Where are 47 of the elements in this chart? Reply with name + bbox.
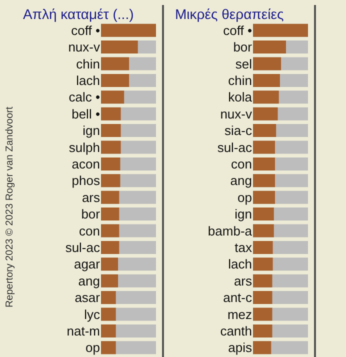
text: Repertory 2023 © 2023 Roger van Zandvoort bbox=[4, 106, 16, 308]
y-tick-label: ars bbox=[234, 273, 252, 288]
y-tick-label: lach bbox=[76, 73, 100, 88]
y-tick-label: bamb-a bbox=[208, 223, 253, 238]
y-tick-label: canth bbox=[220, 324, 252, 338]
y-tick-label: nux-v bbox=[220, 106, 252, 122]
y-tick-label: agar bbox=[74, 256, 101, 272]
y-tick-label: kola bbox=[228, 90, 253, 105]
y-tick-label: phos bbox=[72, 173, 100, 188]
y-tick-label: coff • bbox=[71, 22, 100, 38]
chart-title: Μικρές θεραπείες bbox=[175, 6, 284, 22]
y-tick-label: mez bbox=[227, 306, 252, 322]
y-tick-label: nux-v bbox=[68, 40, 100, 55]
y-tick-label: bor bbox=[233, 40, 253, 55]
y-tick-label: sel bbox=[235, 56, 252, 72]
y-tick-label: chin bbox=[228, 73, 252, 88]
y-tick-label: ang bbox=[78, 273, 100, 288]
bar bbox=[101, 258, 118, 271]
y-tick-label: op bbox=[238, 190, 252, 205]
y-tick-label: ars bbox=[82, 190, 100, 205]
y-tick-label: ang bbox=[230, 173, 252, 188]
y-tick-label: asar bbox=[74, 290, 101, 306]
y-tick-label: bor bbox=[81, 206, 101, 222]
y-tick-label: lach bbox=[228, 256, 252, 272]
y-tick-label: coff • bbox=[223, 22, 252, 38]
y-tick-label: bell • bbox=[72, 106, 100, 122]
bar bbox=[101, 308, 116, 321]
y-tick-label: con bbox=[231, 156, 252, 172]
y-tick-label: sul-ac bbox=[217, 140, 252, 155]
y-tick-label: nat-m bbox=[66, 324, 100, 338]
chart-title: Απλή καταμέτ (...) bbox=[23, 6, 134, 22]
y-tick-label: ant-c bbox=[223, 290, 252, 306]
bar bbox=[101, 341, 116, 354]
bar bbox=[101, 274, 118, 288]
y-tick-label: ign bbox=[82, 123, 100, 138]
y-tick-label: acon bbox=[72, 156, 100, 172]
y-tick-label: op bbox=[86, 340, 100, 356]
y-tick-label: con bbox=[79, 223, 100, 238]
y-tick-label: sia-c bbox=[224, 123, 252, 138]
y-tick-label: ign bbox=[234, 206, 252, 222]
y-tick-label: sul-ac bbox=[65, 240, 100, 255]
y-tick-label: apis bbox=[228, 340, 252, 356]
y-tick-label: calc • bbox=[68, 90, 100, 105]
y-tick-label: sulph bbox=[68, 140, 100, 155]
y-tick-label: tax bbox=[234, 240, 252, 255]
y-tick-label: lyc bbox=[84, 306, 100, 322]
y-tick-label: chin bbox=[76, 56, 100, 72]
